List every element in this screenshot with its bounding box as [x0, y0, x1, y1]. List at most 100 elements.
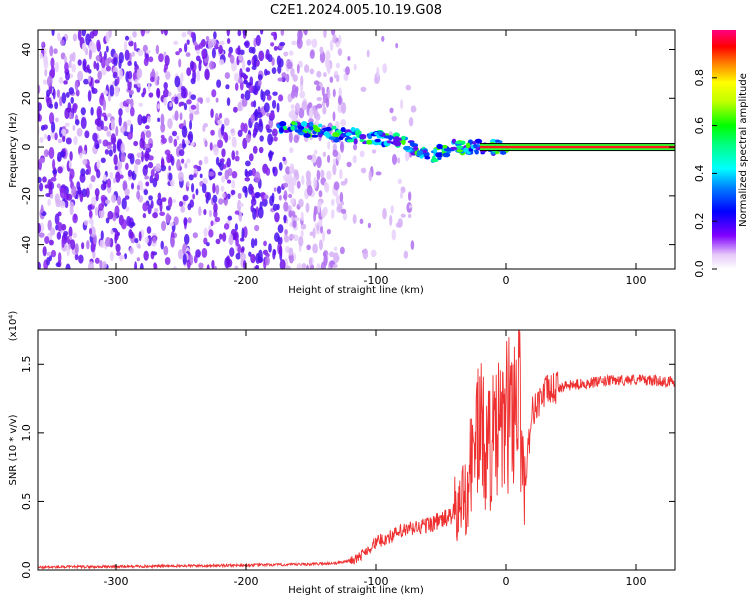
heatmap-blob	[204, 140, 208, 148]
heatmap-blob	[149, 175, 154, 184]
heatmap-blob	[147, 82, 151, 92]
heatmap-blob	[63, 230, 69, 237]
heatmap-blob	[109, 251, 114, 262]
heatmap-blob	[113, 177, 117, 184]
heatmap-blob	[39, 157, 46, 164]
heatmap-signal-blob	[323, 131, 330, 137]
heatmap-blob	[285, 265, 292, 269]
heatmap-blob	[50, 227, 56, 236]
heatmap-blob	[144, 236, 149, 244]
heatmap-blob	[395, 42, 399, 49]
heatmap-blob	[226, 30, 231, 37]
heatmap-blob	[105, 236, 111, 247]
heatmap-signal-blob	[436, 144, 443, 150]
heatmap-blob	[168, 135, 173, 144]
heatmap-blob	[291, 89, 296, 100]
heatmap-blob	[42, 176, 47, 183]
heatmap-blob	[56, 231, 62, 240]
heatmap-blob	[50, 66, 56, 77]
heatmap-blob	[316, 103, 323, 109]
snr-y-tick-label: 0.0	[20, 561, 33, 579]
heatmap-blob	[382, 63, 388, 74]
heatmap-blob	[180, 88, 187, 99]
heatmap-blob	[46, 256, 51, 266]
heatmap-blob	[226, 157, 231, 168]
heatmap-blob	[51, 30, 55, 37]
heatmap-blob	[283, 51, 289, 57]
heatmap-signal-blob	[294, 129, 303, 133]
heatmap-signal-blob	[435, 152, 442, 158]
heatmap-blob	[254, 191, 261, 198]
heatmap-blob	[213, 146, 219, 156]
heatmap-blob	[400, 213, 406, 218]
heatmap-blob	[203, 179, 208, 185]
heatmap-blob	[65, 263, 71, 269]
heatmap-blob	[157, 103, 161, 110]
heatmap-blob	[381, 35, 385, 42]
heatmap-blob	[59, 96, 63, 107]
heatmap-blob	[85, 187, 90, 198]
heatmap-blob	[163, 245, 169, 256]
heatmap-signal-blob	[332, 131, 340, 138]
heatmap-blob	[81, 188, 88, 198]
heatmap-blob	[85, 169, 89, 176]
heatmap-blob	[221, 148, 226, 158]
heatmap-blob	[129, 247, 134, 255]
spectrogram-x-tick-label: 100	[626, 274, 647, 287]
heatmap-blob	[104, 199, 111, 205]
heatmap-blob	[332, 263, 338, 268]
snr-series-line	[38, 330, 675, 570]
heatmap-signal-blob	[433, 148, 438, 153]
heatmap-blob	[248, 251, 252, 257]
heatmap-blob	[220, 185, 225, 192]
heatmap-blob	[65, 91, 70, 98]
heatmap-blob	[366, 49, 370, 58]
colorbar-gradient	[712, 30, 736, 269]
heatmap-blob	[285, 235, 290, 243]
heatmap-blob	[232, 136, 237, 148]
heatmap-blob	[294, 216, 300, 221]
heatmap-blob	[169, 222, 175, 227]
snr-x-tick-label: -200	[234, 575, 259, 588]
heatmap-blob	[224, 169, 230, 181]
heatmap-blob	[263, 240, 267, 247]
heatmap-blob	[157, 117, 161, 123]
heatmap-signal-blob	[437, 156, 442, 161]
heatmap-blob	[145, 49, 151, 54]
heatmap-blob	[234, 223, 238, 231]
heatmap-blob	[323, 30, 327, 38]
heatmap-blob	[120, 142, 125, 154]
heatmap-signal-blob	[308, 126, 314, 131]
heatmap-blob	[170, 179, 175, 187]
heatmap-blob	[103, 115, 108, 122]
heatmap-blob	[360, 86, 367, 92]
heatmap-blob	[173, 138, 178, 147]
heatmap-blob	[319, 46, 324, 55]
heatmap-blob	[88, 183, 93, 190]
heatmap-blob	[68, 160, 72, 169]
heatmap-blob	[403, 250, 409, 259]
heatmap-blob	[196, 102, 200, 114]
heatmap-blob	[118, 108, 123, 117]
colorbar-tick-label: 0.4	[693, 165, 706, 183]
heatmap-blob	[169, 102, 173, 108]
heatmap-blob	[134, 237, 139, 244]
heatmap-blob	[105, 65, 111, 72]
heatmap-blob	[233, 72, 240, 82]
heatmap-blob	[92, 30, 98, 37]
heatmap-blob	[306, 244, 311, 251]
heatmap-blob	[248, 84, 254, 94]
heatmap-blob	[153, 207, 159, 214]
heatmap-blob	[137, 68, 143, 79]
heatmap-blob	[163, 30, 168, 36]
heatmap-blob	[201, 247, 208, 258]
snr-panel: -300 -200 -100 0 100 0.0 0.5 1.0 1.5 Height of s…	[8, 311, 676, 596]
heatmap-blob	[249, 186, 254, 192]
heatmap-signal-blob	[463, 147, 469, 153]
heatmap-blob	[316, 97, 323, 102]
heatmap-blob	[271, 67, 277, 75]
heatmap-blob	[126, 215, 132, 227]
heatmap-blob	[180, 72, 184, 84]
heatmap-blob	[362, 248, 369, 260]
heatmap-blob	[196, 49, 200, 55]
